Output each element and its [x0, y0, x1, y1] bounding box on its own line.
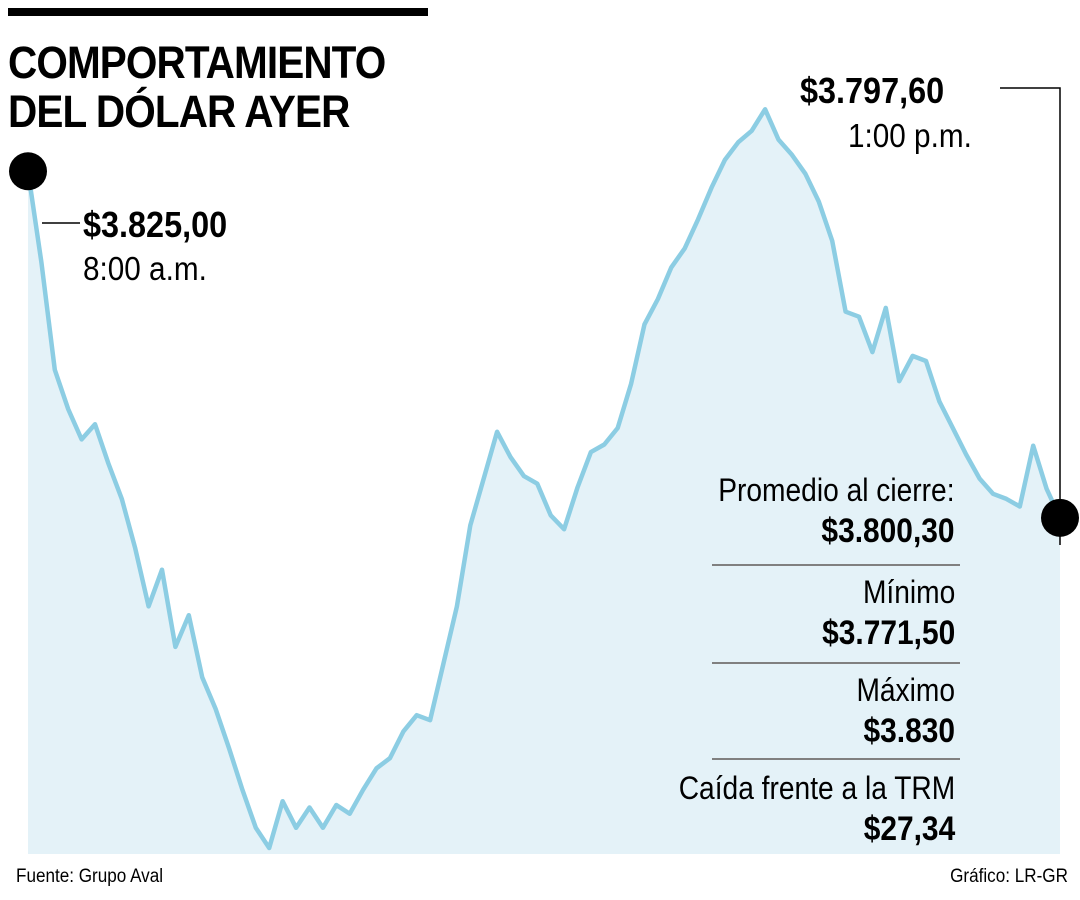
stat-divider	[712, 564, 960, 566]
close-price-label: $3.797,60	[800, 70, 945, 111]
source-note: Fuente: Grupo Aval	[16, 866, 164, 887]
open-time-label: 8:00 a.m.	[83, 250, 207, 287]
stat-minimum-value: $3.771,50	[821, 614, 955, 652]
chart-title: COMPORTAMIENTO DEL DÓLAR AYER	[8, 37, 386, 137]
stat-maximum-label: Máximo	[856, 672, 955, 708]
stat-minimum-label: Mínimo	[862, 574, 955, 610]
open-price-marker	[9, 152, 47, 191]
stat-trm-drop-value: $27,34	[863, 810, 955, 848]
close-time-label: 1:00 p.m.	[848, 117, 972, 154]
title-line-1: COMPORTAMIENTO	[8, 37, 386, 88]
stat-maximum-value: $3.830	[863, 712, 955, 750]
stat-divider	[712, 758, 960, 760]
stat-average-value: $3.800,30	[821, 512, 955, 550]
price-line	[25, 107, 1063, 851]
title-line-2: DEL DÓLAR AYER	[8, 86, 350, 137]
title-rule	[8, 8, 428, 16]
open-price-label: $3.825,00	[83, 204, 228, 245]
graphic-credit: Gráfico: LR-GR	[950, 866, 1068, 887]
stat-trm-drop: Caída frente a la TRM $27,34	[641, 768, 955, 850]
stat-maximum: Máximo $3.830	[843, 670, 955, 752]
stat-divider	[712, 662, 960, 664]
stat-trm-drop-label: Caída frente a la TRM	[678, 770, 955, 806]
stat-average: Promedio al cierre: $3.800,30	[686, 470, 955, 552]
stat-average-label: Promedio al cierre:	[718, 472, 955, 508]
stat-minimum: Mínimo $3.771,50	[804, 572, 955, 654]
close-callout-leader	[1000, 87, 1061, 545]
close-price-marker	[1041, 498, 1079, 537]
price-area	[28, 109, 1060, 855]
